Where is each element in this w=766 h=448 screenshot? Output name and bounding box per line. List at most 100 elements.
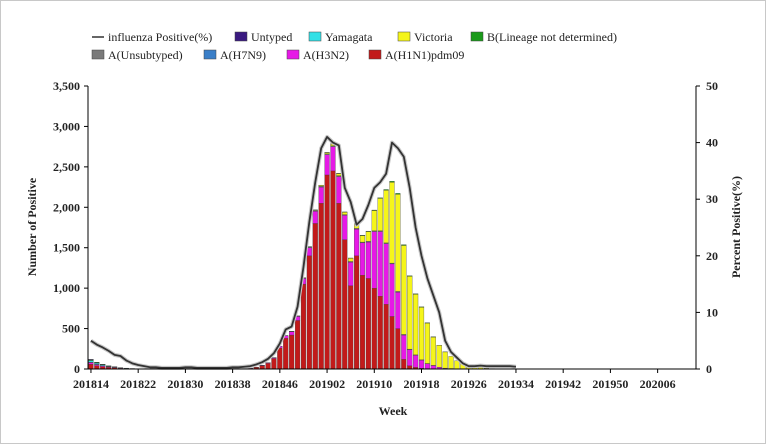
legend-item-untyped: Untyped [235, 30, 292, 44]
y2-tick-label: 50 [706, 79, 718, 93]
bar-b-lineage-not-determined-201911 [378, 198, 383, 199]
x-tick-label: 201926 [451, 377, 487, 391]
bar-a-h1n1-pdm09-201909 [366, 278, 371, 369]
legend-swatch [235, 32, 247, 41]
x-tick-label: 201838 [215, 377, 251, 391]
y2-tick-label: 0 [706, 362, 712, 376]
legend-item-influenza-positive: influenza Positive(%) [92, 30, 212, 44]
legend-swatch [369, 50, 381, 59]
bar-a-h3n2-201908 [360, 243, 365, 275]
bar-a-h1n1-pdm09-201912 [384, 304, 389, 369]
bar-victoria-201916 [407, 276, 412, 349]
bar-victoria-201906 [348, 258, 353, 261]
bar-victoria-201921 [437, 345, 442, 367]
bar-a-h3n2-201914 [395, 292, 400, 328]
bar-a-h3n2-201909 [366, 242, 371, 278]
legend-swatch [309, 32, 321, 41]
bar-a-h1n1-pdm09-201844 [266, 363, 271, 369]
bar-a-h3n2-201904 [336, 177, 341, 204]
x-tick-label: 201942 [545, 377, 581, 391]
bar-a-h3n2-201916 [407, 350, 412, 366]
bar-a-h3n2-201907 [354, 229, 359, 256]
legend-swatch [92, 50, 104, 59]
bar-a-h1n1-pdm09-201852 [313, 223, 318, 369]
x-tick-label: 201814 [73, 377, 109, 391]
bar-a-h3n2-201848 [289, 332, 294, 335]
bar-a-h3n2-201902 [325, 155, 330, 175]
bar-a-h1n1-pdm09-201846 [277, 348, 282, 369]
y-tick-label: 1,500 [53, 241, 80, 255]
legend-item-victoria: Victoria [398, 30, 453, 44]
x-tick-label: 201846 [262, 377, 298, 391]
legend-label: A(H3N2) [303, 48, 349, 62]
y-axis-label: Number of Positive [25, 177, 39, 276]
bar-a-h3n2-201912 [384, 244, 389, 305]
bar-a-h1n1-pdm09-201904 [336, 203, 341, 369]
bar-a-h1n1-pdm09-201901 [319, 203, 324, 369]
bar-a-h1n1-pdm09-201849 [295, 320, 300, 369]
legend: influenza Positive(%) Untyped Yamagata Vict… [92, 30, 617, 62]
bar-a-h1n1-pdm09-201907 [354, 256, 359, 369]
legend-label: A(H1N1)pdm09 [385, 48, 464, 62]
bar-a-h3n2-201919 [425, 364, 430, 369]
y2-tick-label: 20 [706, 249, 718, 263]
y-tick-label: 1,000 [53, 281, 80, 295]
bar-b-lineage-not-determined-201915 [401, 245, 406, 246]
bar-yamagata-201815 [94, 363, 99, 364]
y2-tick-label: 40 [706, 136, 718, 150]
legend-swatch [471, 32, 483, 41]
bar-victoria-201923 [449, 356, 454, 368]
x-tick-label: 201902 [309, 377, 345, 391]
legend-item-a-h1n1-pdm09: A(H1N1)pdm09 [369, 48, 464, 62]
bar-a-h3n2-201913 [390, 264, 395, 317]
legend-item-b-lineage-not-determined: B(Lineage not determined) [471, 30, 617, 44]
y-tick-label: 2,500 [53, 160, 80, 174]
legend-label: Untyped [251, 30, 292, 44]
x-axis-label: Week [379, 404, 408, 418]
legend-label: Yamagata [325, 30, 373, 44]
bars [89, 144, 495, 369]
y2-tick-label: 10 [706, 305, 718, 319]
bar-a-h1n1-pdm09-201850 [301, 284, 306, 369]
bar-a-h1n1-pdm09-201851 [307, 256, 312, 369]
legend-label: A(Unsubtyped) [108, 48, 183, 62]
bar-victoria-201912 [384, 190, 389, 243]
x-tick-label: 201822 [120, 377, 156, 391]
legend-swatch [204, 50, 216, 59]
bar-a-h3n2-201920 [431, 366, 436, 369]
legend-item-yamagata: Yamagata [309, 30, 373, 44]
bar-a-h1n1-pdm09-201910 [372, 288, 377, 369]
y-tick-label: 2,000 [53, 200, 80, 214]
bar-victoria-201922 [443, 352, 448, 368]
bar-victoria-201905 [342, 212, 347, 214]
x-tick-label: 201918 [404, 377, 440, 391]
bar-a-h3n2-201910 [372, 232, 377, 289]
x-tick-label: 202006 [640, 377, 676, 391]
bar-victoria-201904 [336, 174, 341, 176]
bar-a-h3n2-201901 [319, 187, 324, 203]
legend-swatch [287, 50, 299, 59]
bar-b-lineage-not-determined-201916 [407, 276, 412, 277]
bar-victoria-201917 [413, 294, 418, 355]
bar-a-h3n2-201917 [413, 355, 418, 367]
x-tick-label: 201910 [356, 377, 392, 391]
bar-a-h3n2-201905 [342, 215, 347, 239]
bar-yamagata-201814 [89, 361, 94, 363]
legend-label: Victoria [414, 30, 453, 44]
legend-item-a-h7n9: A(H7N9) [204, 48, 266, 62]
legend-label: A(H7N9) [220, 48, 266, 62]
bar-victoria-201909 [366, 232, 371, 242]
legend-swatch [398, 32, 410, 41]
bar-a-h1n1-pdm09-201903 [331, 171, 336, 369]
legend-label: B(Lineage not determined) [487, 30, 617, 44]
bar-victoria-201915 [401, 245, 406, 334]
bar-b-lineage-not-determined-201912 [384, 190, 389, 191]
bar-victoria-201902 [325, 153, 330, 154]
bar-a-h1n1-pdm09-201908 [360, 275, 365, 369]
bar-a-h1n1-pdm09-201911 [378, 296, 383, 369]
bar-b-lineage-not-determined-201913 [390, 181, 395, 182]
bar-victoria-201914 [395, 194, 400, 291]
bar-a-h3n2-201915 [401, 335, 406, 359]
x-tick-label: 201950 [592, 377, 628, 391]
